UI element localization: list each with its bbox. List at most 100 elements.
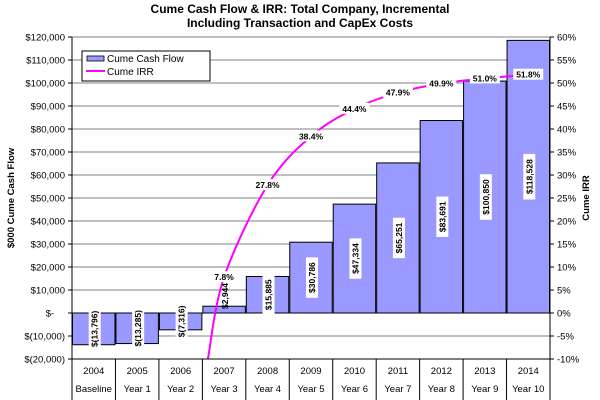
- irr-data-label-bg: [339, 102, 370, 114]
- y-tick-label: $10,000: [31, 286, 65, 297]
- bar-data-label-text: $15,885: [264, 279, 274, 310]
- y2-tick-label: 5%: [557, 286, 571, 297]
- y-tick-label: $60,000: [31, 171, 65, 182]
- bar-data-label: $(13,285): [132, 302, 145, 354]
- bar-data-label-bg: [479, 174, 492, 220]
- irr-data-label: 44.4%: [342, 104, 367, 114]
- irr-data-label-bg: [513, 68, 544, 80]
- bar-data-label: $83,691: [436, 196, 449, 237]
- bar-data-label-text: $47,334: [350, 243, 360, 274]
- bar-data-label-bg: [262, 274, 275, 315]
- irr-data-label: 49.9%: [429, 78, 454, 88]
- y2-tick-label: 35%: [557, 148, 577, 159]
- bars: [72, 39, 550, 346]
- irr-data-label-bg: [252, 179, 283, 191]
- irr-data-label: 47.9%: [386, 88, 411, 98]
- y2-tick-label: 30%: [557, 171, 577, 182]
- bar-data-label: $(7,316): [175, 298, 188, 345]
- x-tick-label-period: Year 7: [384, 384, 411, 395]
- bar-data-label-text: $(7,316): [177, 305, 187, 337]
- legend-swatch-cash-flow: [86, 55, 105, 62]
- y-tick-label: $80,000: [31, 125, 65, 136]
- legend: Cume Cash Flow Cume IRR: [81, 50, 211, 82]
- bar-data-label-bg: [132, 302, 145, 354]
- y-tick-label: $(20,000): [24, 355, 65, 366]
- bar-data-label-bg: [88, 303, 101, 355]
- bar-data-label-text: $30,786: [307, 262, 317, 293]
- y-tick-label: $110,000: [26, 56, 65, 67]
- y2-tick-label: 10%: [557, 263, 577, 274]
- irr-data-labels: 7.8% 27.8% 38.4% 44.4% 47.9% 49.9% 51.0% 51.8%: [211, 68, 544, 283]
- irr-data-label-bg: [426, 77, 457, 89]
- irr-data-label-bg: [296, 130, 326, 142]
- y-tick-label: $30,000: [31, 240, 65, 251]
- irr-data-label: 51.8%: [516, 70, 541, 80]
- legend-label-cash-flow: Cume Cash Flow: [107, 54, 184, 65]
- irr-series-line: [206, 73, 529, 360]
- y2-tick-label: -5%: [557, 332, 574, 343]
- chart-title-line-2: Including Transaction and CapEx Costs: [187, 16, 413, 30]
- bar-data-label: $118,528: [523, 153, 536, 200]
- bar-data-labels: $(13,796) $(13,285) $(7,316) $2,944 $15,885 $…: [88, 153, 536, 355]
- y-axis-label: $000 Cume Cash Flow: [6, 147, 17, 248]
- x-tick-label-year: 2012: [431, 366, 452, 377]
- bar-data-label-bg: [175, 298, 188, 345]
- x-tick-label-period: Year 3: [211, 384, 238, 395]
- bar-data-label-bg: [392, 217, 405, 259]
- bar-data-label-bg: [436, 196, 449, 237]
- x-tick-label-year: 2013: [474, 366, 495, 377]
- bar-data-label: $(13,796): [88, 303, 101, 355]
- bar-data-label-bg: [349, 238, 362, 279]
- y-tick-label: $(10,000): [24, 332, 65, 343]
- bar-data-label: $65,251: [392, 217, 405, 259]
- bar-data-label: $2,944: [220, 283, 230, 309]
- x-tick-label-year: 2014: [518, 366, 539, 377]
- x-tick-label-year: 2007: [214, 366, 235, 377]
- x-categories: 2004 Baseline 2005 Year 1 2006 Year 2 2007 Year…: [71, 359, 551, 400]
- bar-data-label-text: $2,944: [220, 283, 230, 309]
- bar-data-label: $47,334: [349, 238, 362, 279]
- bar-data-label-text: $83,691: [437, 201, 447, 232]
- bar-data-label: $15,885: [262, 274, 275, 315]
- bar-data-label-bg: [523, 153, 536, 200]
- y-tick-label: $90,000: [31, 102, 65, 113]
- bar-data-label-bg: [306, 257, 318, 298]
- irr-data-label: 7.8%: [214, 272, 234, 282]
- y2-tick-label: -10%: [557, 355, 580, 366]
- bar-data-label-text: $118,528: [524, 159, 534, 194]
- y-tick-label: $20,000: [31, 263, 65, 274]
- irr-data-label: 27.8%: [255, 180, 280, 190]
- bar-data-label-text: $65,251: [394, 222, 404, 253]
- bar-data-label: $30,786: [306, 257, 318, 298]
- irr-data-label-bg: [211, 271, 237, 283]
- irr-data-label: 38.4%: [299, 131, 324, 141]
- y-tick-label: $70,000: [31, 148, 65, 159]
- x-tick-label-period: Year 6: [341, 384, 368, 395]
- y2-tick-label: 25%: [557, 194, 577, 205]
- x-tick-label-year: 2010: [344, 366, 365, 377]
- y2-tick-label: 60%: [557, 33, 577, 44]
- y-tick-label: $-: [46, 309, 54, 320]
- y2-axis-label: Cume IRR: [581, 175, 592, 221]
- x-tick-label-year: 2006: [170, 366, 191, 377]
- x-tick-label-year: 2004: [83, 366, 104, 377]
- bar-data-label-text: $(13,285): [133, 310, 143, 347]
- y2-tick-label: 20%: [557, 217, 577, 228]
- legend-label-irr: Cume IRR: [107, 67, 154, 78]
- x-tick-label-year: 2011: [388, 366, 408, 377]
- y-tick-label: $120,000: [25, 33, 65, 44]
- y2-tick-label: 0%: [557, 309, 571, 320]
- x-tick-label-period: Year 2: [167, 384, 194, 395]
- irr-line: [206, 73, 529, 360]
- irr-data-label: 51.0%: [473, 73, 498, 83]
- bar-data-label: $100,850: [479, 174, 492, 220]
- x-tick-label-year: 2005: [127, 366, 148, 377]
- y2-tick-label: 55%: [557, 56, 577, 67]
- y2-tick-label: 45%: [557, 102, 577, 113]
- x-tick-label-year: 2008: [257, 366, 278, 377]
- bar-data-label-text: $100,850: [481, 179, 491, 215]
- x-tick-label-period: Year 5: [297, 384, 324, 395]
- x-tick-label-year: 2009: [300, 366, 321, 377]
- x-tick-label-period: Year 1: [124, 384, 151, 395]
